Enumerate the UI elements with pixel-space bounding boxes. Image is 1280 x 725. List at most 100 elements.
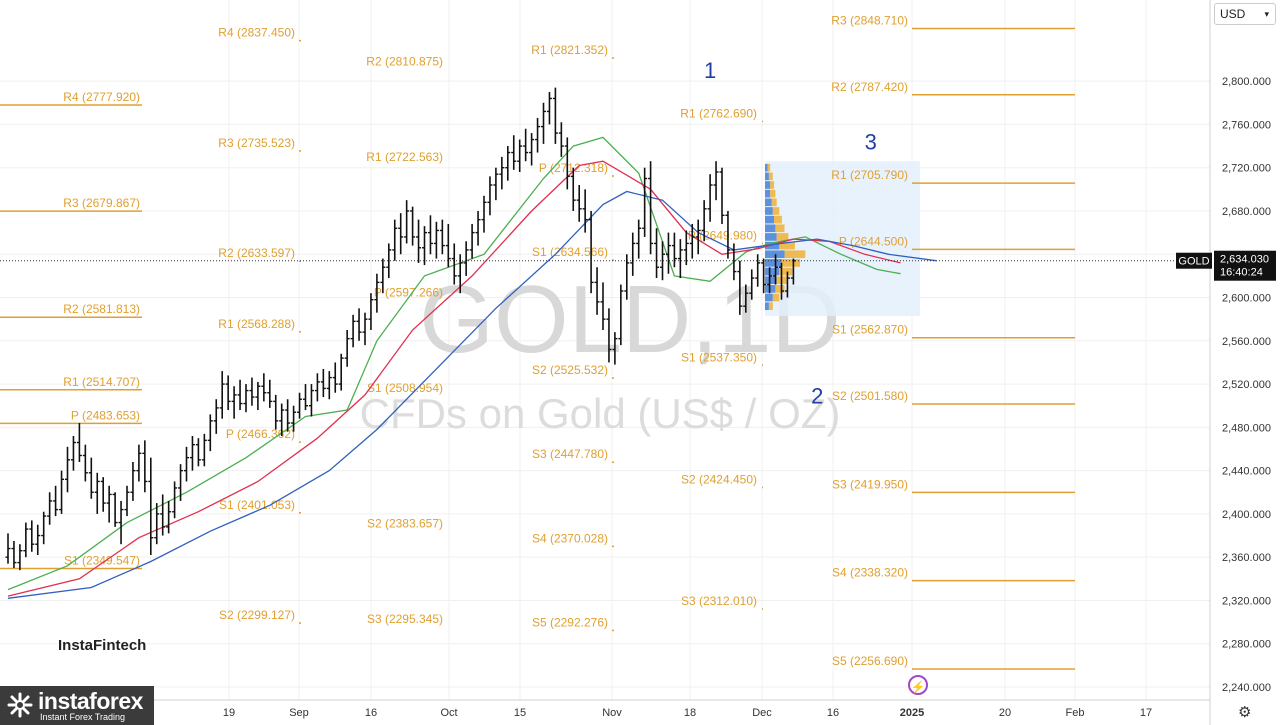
ohlc-bar xyxy=(660,241,665,281)
ohlc-bar xyxy=(213,399,219,434)
ohlc-bar xyxy=(398,213,404,255)
pivot-label: S1 (2537.350) xyxy=(681,350,757,364)
ohlc-bar xyxy=(481,195,487,233)
volume-row-up xyxy=(770,189,776,198)
pivot-label: S2 (2424.450) xyxy=(681,472,757,486)
ohlc-bar xyxy=(160,494,166,536)
countdown-text: 16:40:24 xyxy=(1220,267,1263,279)
ohlc-bar xyxy=(154,503,160,545)
ohlc-bar xyxy=(416,219,422,263)
ohlc-bar xyxy=(35,524,41,556)
volume-row-down xyxy=(765,233,777,241)
ohlc-bar xyxy=(308,384,314,417)
ohlc-bar xyxy=(499,156,505,190)
pivot-label: S5 (2256.690) xyxy=(832,654,908,668)
ohlc-bars xyxy=(5,87,796,571)
pivot-label: R2 (2581.813) xyxy=(63,302,140,316)
volume-row-up xyxy=(776,233,789,241)
ohlc-bar xyxy=(630,232,636,276)
ohlc-bar xyxy=(648,161,654,255)
ohlc-bar xyxy=(451,243,457,285)
ohlc-bar xyxy=(737,260,743,315)
pivot-label: S1 (2349.547) xyxy=(64,553,140,567)
ohlc-bar xyxy=(784,271,790,298)
volume-row-up xyxy=(775,285,785,293)
moving-average-line xyxy=(7,190,937,599)
ohlc-bar xyxy=(564,137,570,190)
watermark-subtitle: CFDs on Gold (US$ / OZ) xyxy=(360,390,841,437)
ohlc-bar xyxy=(47,492,53,525)
pivot-label: R3 (2679.867) xyxy=(63,196,140,210)
ohlc-bar xyxy=(767,267,773,294)
ohlc-bar xyxy=(320,368,326,398)
ohlc-bar xyxy=(600,282,606,330)
pivot-label: S2 (2501.580) xyxy=(832,389,908,403)
pivot-label: S3 (2312.010) xyxy=(681,594,757,608)
price-tick-label: 2,480.000 xyxy=(1222,422,1271,434)
moving-average-line xyxy=(7,160,901,597)
ohlc-bar xyxy=(291,405,297,432)
volume-row-up xyxy=(767,163,771,172)
ohlc-bar xyxy=(570,167,576,211)
ohlc-bar xyxy=(303,384,308,411)
volume-row-up xyxy=(775,224,785,233)
ohlc-bar xyxy=(535,117,541,153)
gear-icon[interactable]: ⚙ xyxy=(1238,704,1252,721)
volume-row-up xyxy=(772,207,780,215)
volume-row-up xyxy=(779,241,795,250)
ohlc-bar xyxy=(297,392,303,419)
ohlc-bar xyxy=(124,485,130,517)
ohlc-bar xyxy=(731,243,737,281)
logo-subtext: Instant Forex Trading xyxy=(40,712,126,722)
volume-row-down xyxy=(765,198,772,207)
pivot-label: S1 (2562.870) xyxy=(832,323,908,337)
pivot-label: S3 (2295.345) xyxy=(367,612,443,626)
logo-mark-icon xyxy=(7,692,33,718)
logo-text: instaforex xyxy=(38,688,143,714)
ohlc-bar xyxy=(100,477,106,512)
volume-row-up xyxy=(774,215,782,224)
date-tick-label: Sep xyxy=(289,707,309,719)
ohlc-bar xyxy=(225,375,231,411)
ohlc-bar xyxy=(285,399,291,432)
ohlc-bar xyxy=(523,128,529,162)
ohlc-bar xyxy=(671,232,677,268)
ohlc-bar xyxy=(392,219,398,261)
ohlc-bar xyxy=(219,371,225,419)
ohlc-bar xyxy=(344,329,350,367)
ohlc-bar xyxy=(701,200,707,242)
volume-row-down xyxy=(765,224,776,233)
pivot-label: S4 (2338.320) xyxy=(832,566,908,580)
volume-row-down xyxy=(765,189,771,198)
ohlc-bar xyxy=(665,232,671,274)
price-tick-label: 2,360.000 xyxy=(1222,552,1271,564)
date-tick-label: 17 xyxy=(1140,707,1152,719)
ohlc-bar xyxy=(11,540,17,569)
pivot-label: R1 (2821.352) xyxy=(531,43,608,57)
ohlc-bar xyxy=(493,167,499,201)
lightning-icon[interactable]: ⚡ xyxy=(908,675,928,695)
ohlc-bar xyxy=(624,254,630,300)
ohlc-bar xyxy=(677,239,683,279)
ohlc-bar xyxy=(338,353,344,391)
ohlc-bar xyxy=(88,457,94,499)
volume-row-down xyxy=(765,172,769,181)
ohlc-bar xyxy=(148,457,154,556)
ohlc-bar xyxy=(189,436,195,471)
ohlc-bar xyxy=(695,219,701,255)
currency-label: USD xyxy=(1220,7,1246,21)
symbol-tag-text: GOLD xyxy=(1178,256,1209,268)
volume-row-up xyxy=(772,293,780,302)
last-price-text: 2,634.030 xyxy=(1220,254,1269,266)
symbol-tag-bg xyxy=(1176,252,1212,269)
currency-selector[interactable]: USD ▾ xyxy=(1214,3,1276,25)
wave-labels: 1 2 3 xyxy=(704,58,877,409)
ohlc-bar xyxy=(552,87,558,144)
ohlc-bar xyxy=(356,308,362,341)
ohlc-bar xyxy=(404,200,410,244)
volume-row-down xyxy=(765,241,780,250)
volume-profile-area xyxy=(765,161,920,316)
date-tick-label: 16 xyxy=(827,707,839,719)
ohlc-bar xyxy=(267,379,273,408)
